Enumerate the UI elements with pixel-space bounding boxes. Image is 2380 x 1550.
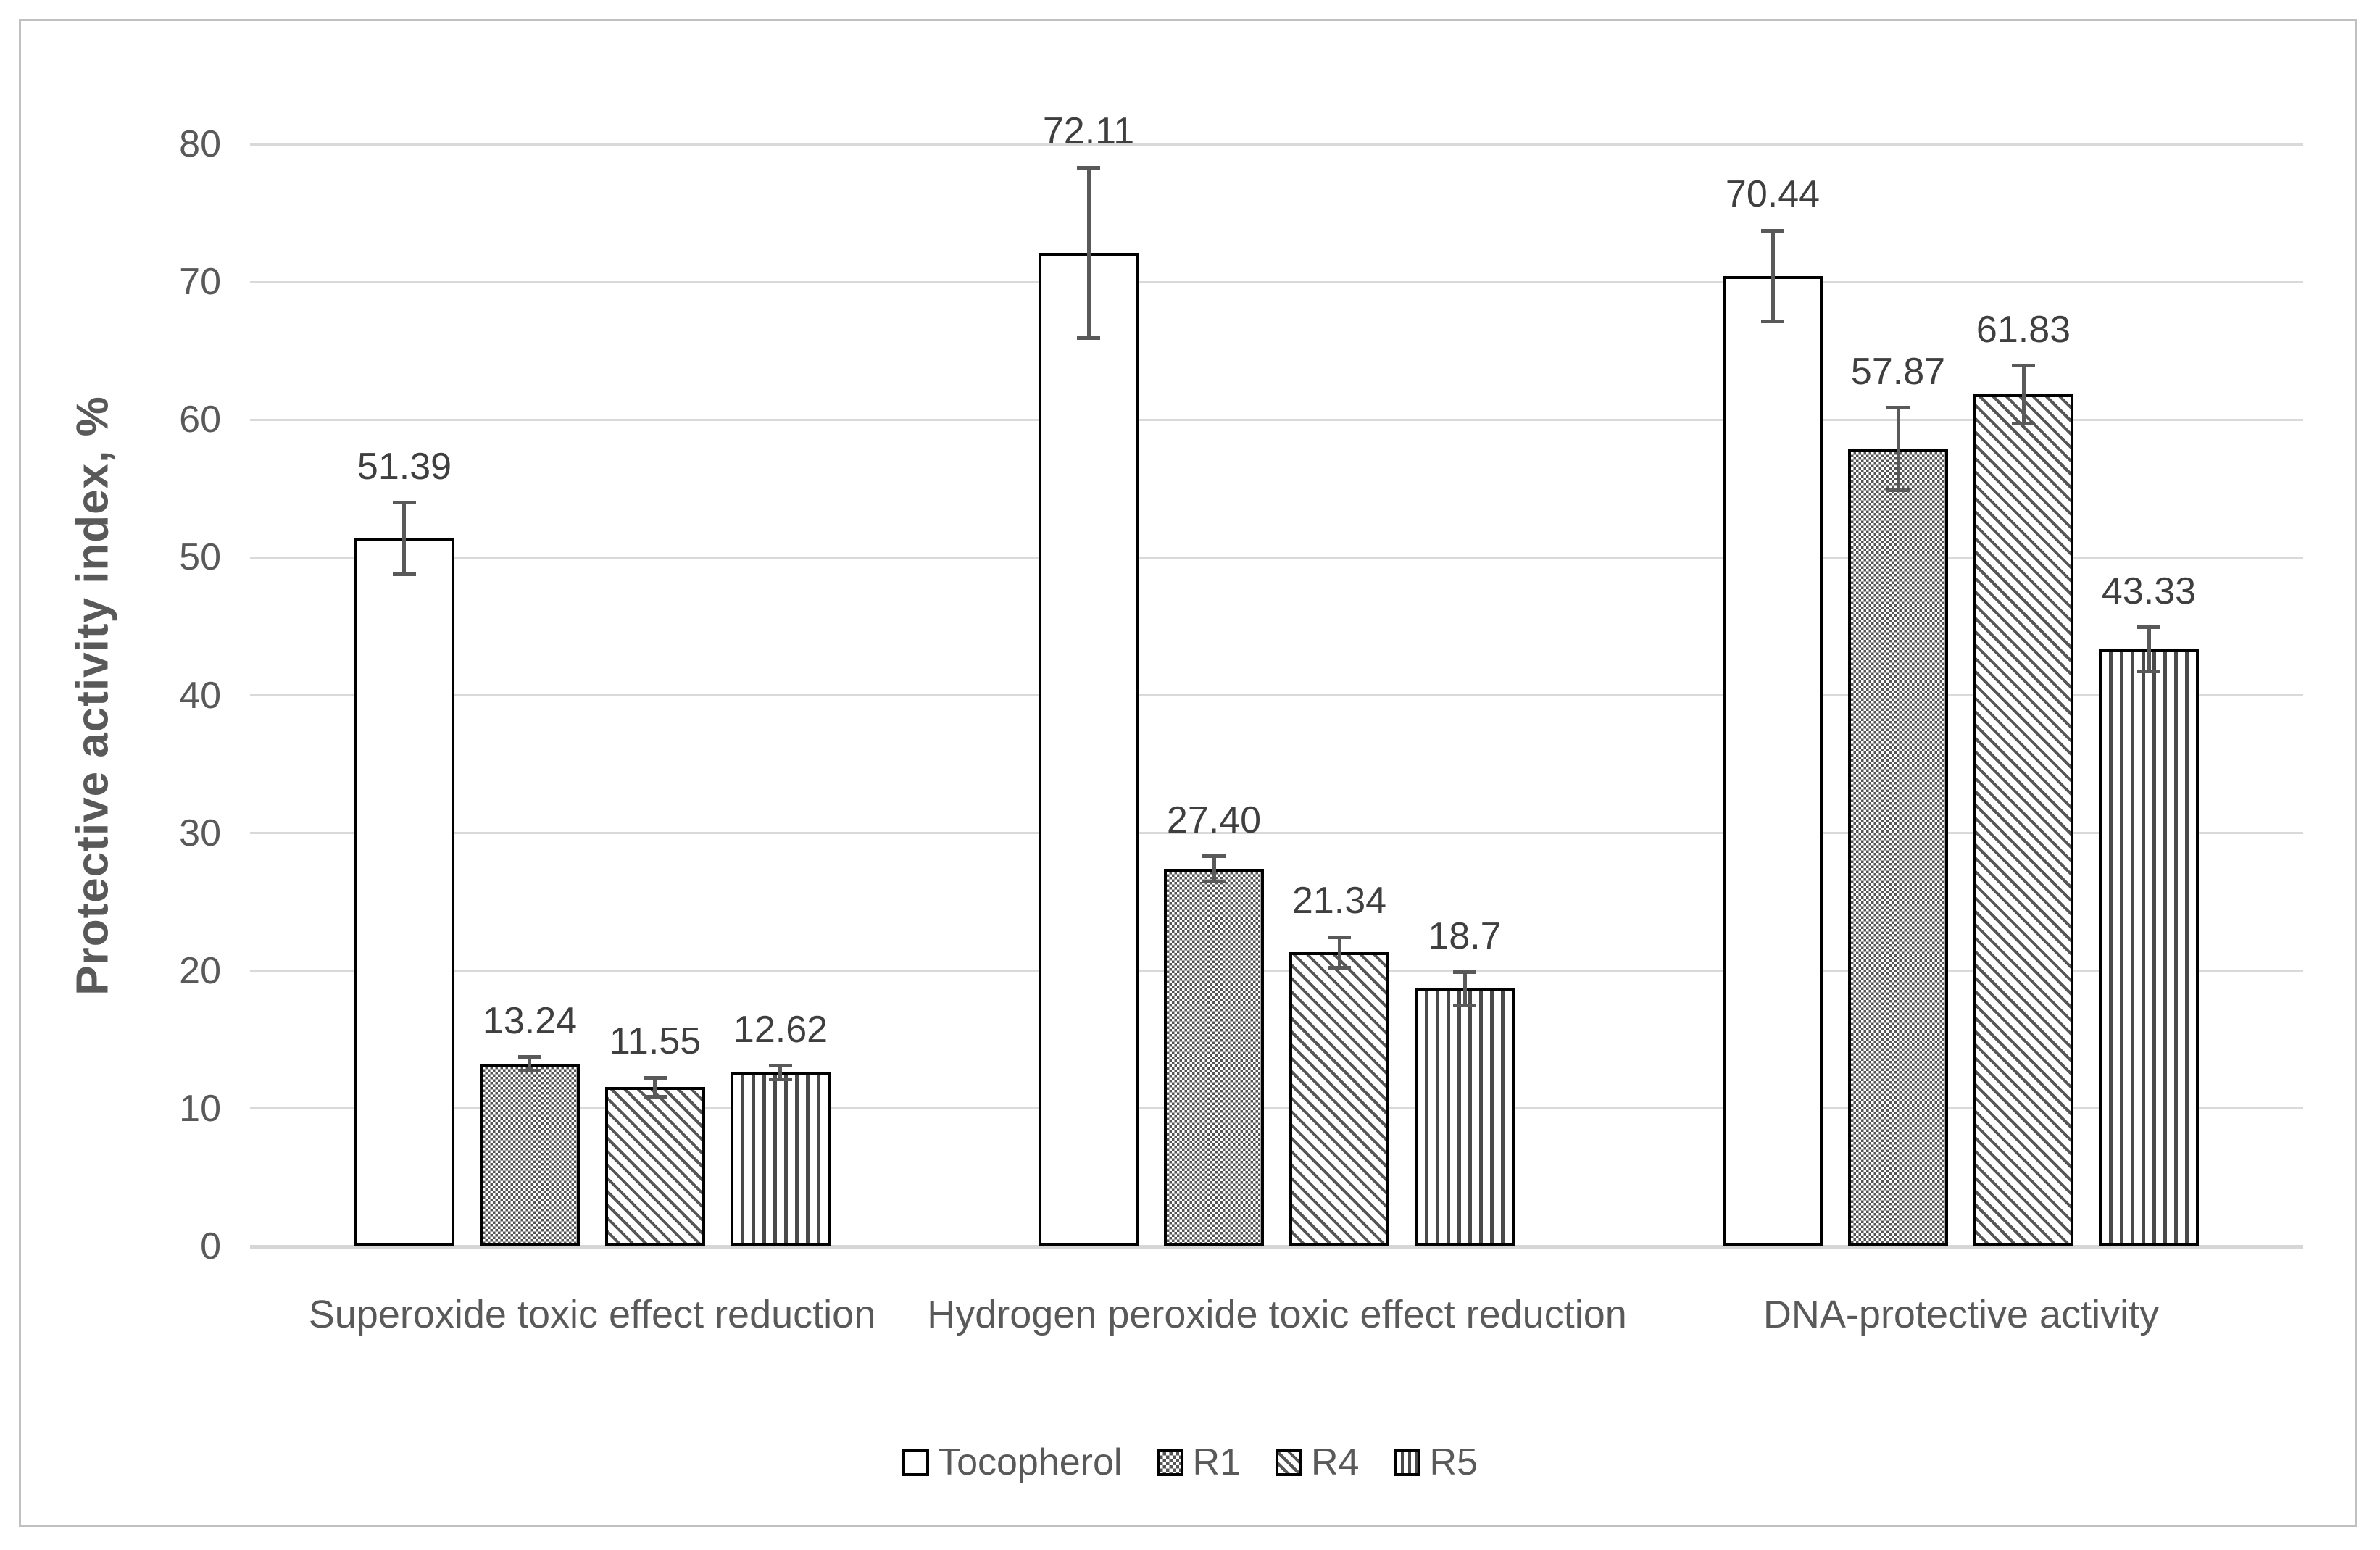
legend-label-tocopherol: Tocopherol [938, 1441, 1123, 1483]
bar-r5-group3 [2099, 649, 2199, 1246]
value-label-r4-group3: 61.83 [1976, 309, 2071, 351]
error-bar-line [653, 1078, 657, 1097]
error-bar-line [1771, 230, 1775, 321]
error-bar-cap-top [2137, 625, 2160, 629]
error-bar-cap-top [1202, 854, 1226, 858]
bar-r1-group2 [1164, 869, 1264, 1246]
error-bar-cap-bottom [393, 572, 416, 576]
bar-tocopherol-group1 [354, 538, 454, 1246]
y-tick-label-40: 40 [179, 675, 221, 717]
bar-r4-group3 [1973, 394, 2073, 1246]
error-bar-cap-top [1453, 970, 1476, 974]
error-bar-cap-bottom [2012, 422, 2035, 425]
gridline-30 [250, 832, 2303, 834]
error-bar-line [1463, 972, 1467, 1006]
value-label-r4-group2: 21.34 [1291, 880, 1387, 922]
gridline-20 [250, 970, 2303, 972]
error-bar-cap-top [1328, 936, 1351, 939]
error-bar-line [1087, 167, 1091, 338]
y-tick-label-60: 60 [179, 399, 221, 441]
error-bar-line [402, 503, 406, 575]
bar-tocopherol-group3 [1723, 276, 1823, 1246]
error-bar-line [1212, 857, 1216, 881]
legend-item-tocopherol: Tocopherol [902, 1442, 1122, 1483]
chart-legend: Tocopherol R1 R4 R5 [0, 1442, 2380, 1483]
x-axis-line [250, 1245, 2303, 1249]
bar-r5-group2 [1415, 988, 1515, 1246]
y-tick-label-80: 80 [179, 123, 221, 165]
value-label-r5-group3: 43.33 [2101, 570, 2197, 612]
bar-tocopherol-group2 [1039, 253, 1139, 1246]
error-bar-line [528, 1057, 531, 1071]
error-bar-cap-bottom [1761, 320, 1784, 323]
error-bar-cap-top [1761, 229, 1784, 233]
gridline-10 [250, 1107, 2303, 1109]
y-tick-label-0: 0 [200, 1225, 221, 1267]
error-bar-line [2022, 366, 2026, 424]
y-tick-label-20: 20 [179, 950, 221, 992]
error-bar-cap-top [769, 1064, 792, 1067]
gridline-50 [250, 557, 2303, 559]
bar-r1-group3 [1848, 449, 1948, 1246]
gridline-40 [250, 694, 2303, 696]
legend-label-r5: R5 [1429, 1441, 1478, 1483]
legend-swatch-checkerboard-icon [1157, 1449, 1184, 1476]
y-axis-title: Protective activity index, % [67, 396, 118, 996]
error-bar-cap-bottom [1328, 966, 1351, 970]
error-bar-line [1338, 937, 1341, 967]
error-bar-cap-bottom [1202, 880, 1226, 883]
legend-item-r5: R5 [1394, 1441, 1478, 1483]
value-label-r1-group3: 57.87 [1850, 351, 1946, 393]
value-label-r1-group2: 27.40 [1166, 799, 1262, 841]
error-bar-cap-top [1077, 166, 1100, 170]
bar-r5-group1 [731, 1072, 831, 1246]
error-bar-cap-bottom [1077, 336, 1100, 340]
bar-r1-group1 [480, 1064, 580, 1246]
value-label-r1-group1: 13.24 [482, 1000, 578, 1042]
legend-swatch-diagonal-hatch-icon [1275, 1449, 1302, 1476]
error-bar-cap-top [1886, 406, 1910, 409]
legend-item-r1: R1 [1157, 1441, 1241, 1483]
value-label-r5-group2: 18.7 [1428, 915, 1502, 957]
legend-swatch-vertical-lines-icon [1394, 1449, 1421, 1476]
error-bar-cap-top [2012, 364, 2035, 367]
value-label-tocopherol-group3: 70.44 [1725, 173, 1821, 215]
legend-swatch-plain-icon [902, 1449, 930, 1476]
y-tick-label-10: 10 [179, 1088, 221, 1130]
error-bar-cap-top [518, 1055, 541, 1059]
y-tick-label-30: 30 [179, 812, 221, 854]
value-label-r5-group1: 12.62 [733, 1009, 828, 1051]
category-label-2: Hydrogen peroxide toxic effect reduction [927, 1293, 1627, 1336]
category-label-3: DNA-protective activity [1763, 1293, 2160, 1336]
value-label-tocopherol-group2: 72.11 [1042, 110, 1135, 152]
y-tick-label-50: 50 [179, 536, 221, 578]
legend-label-r4: R4 [1310, 1441, 1360, 1483]
gridline-60 [250, 419, 2303, 421]
error-bar-cap-bottom [2137, 670, 2160, 673]
error-bar-line [1897, 408, 1900, 491]
value-label-r4-group1: 11.55 [609, 1020, 702, 1062]
error-bar-cap-top [644, 1076, 667, 1080]
error-bar-line [2147, 628, 2151, 672]
legend-label-r1: R1 [1192, 1441, 1241, 1483]
bar-r4-group1 [605, 1087, 705, 1246]
value-label-tocopherol-group1: 51.39 [357, 446, 452, 488]
error-bar-cap-bottom [644, 1095, 667, 1099]
gridline-70 [250, 281, 2303, 283]
y-tick-label-70: 70 [179, 261, 221, 303]
error-bar-cap-bottom [518, 1069, 541, 1072]
gridline-80 [250, 143, 2303, 146]
bar-r4-group2 [1289, 952, 1389, 1246]
error-bar-cap-bottom [1453, 1004, 1476, 1007]
error-bar-cap-bottom [769, 1078, 792, 1081]
error-bar-line [778, 1066, 782, 1080]
legend-item-r4: R4 [1275, 1441, 1360, 1483]
category-label-1: Superoxide toxic effect reduction [308, 1293, 876, 1336]
error-bar-cap-top [393, 501, 416, 504]
error-bar-cap-bottom [1886, 488, 1910, 492]
